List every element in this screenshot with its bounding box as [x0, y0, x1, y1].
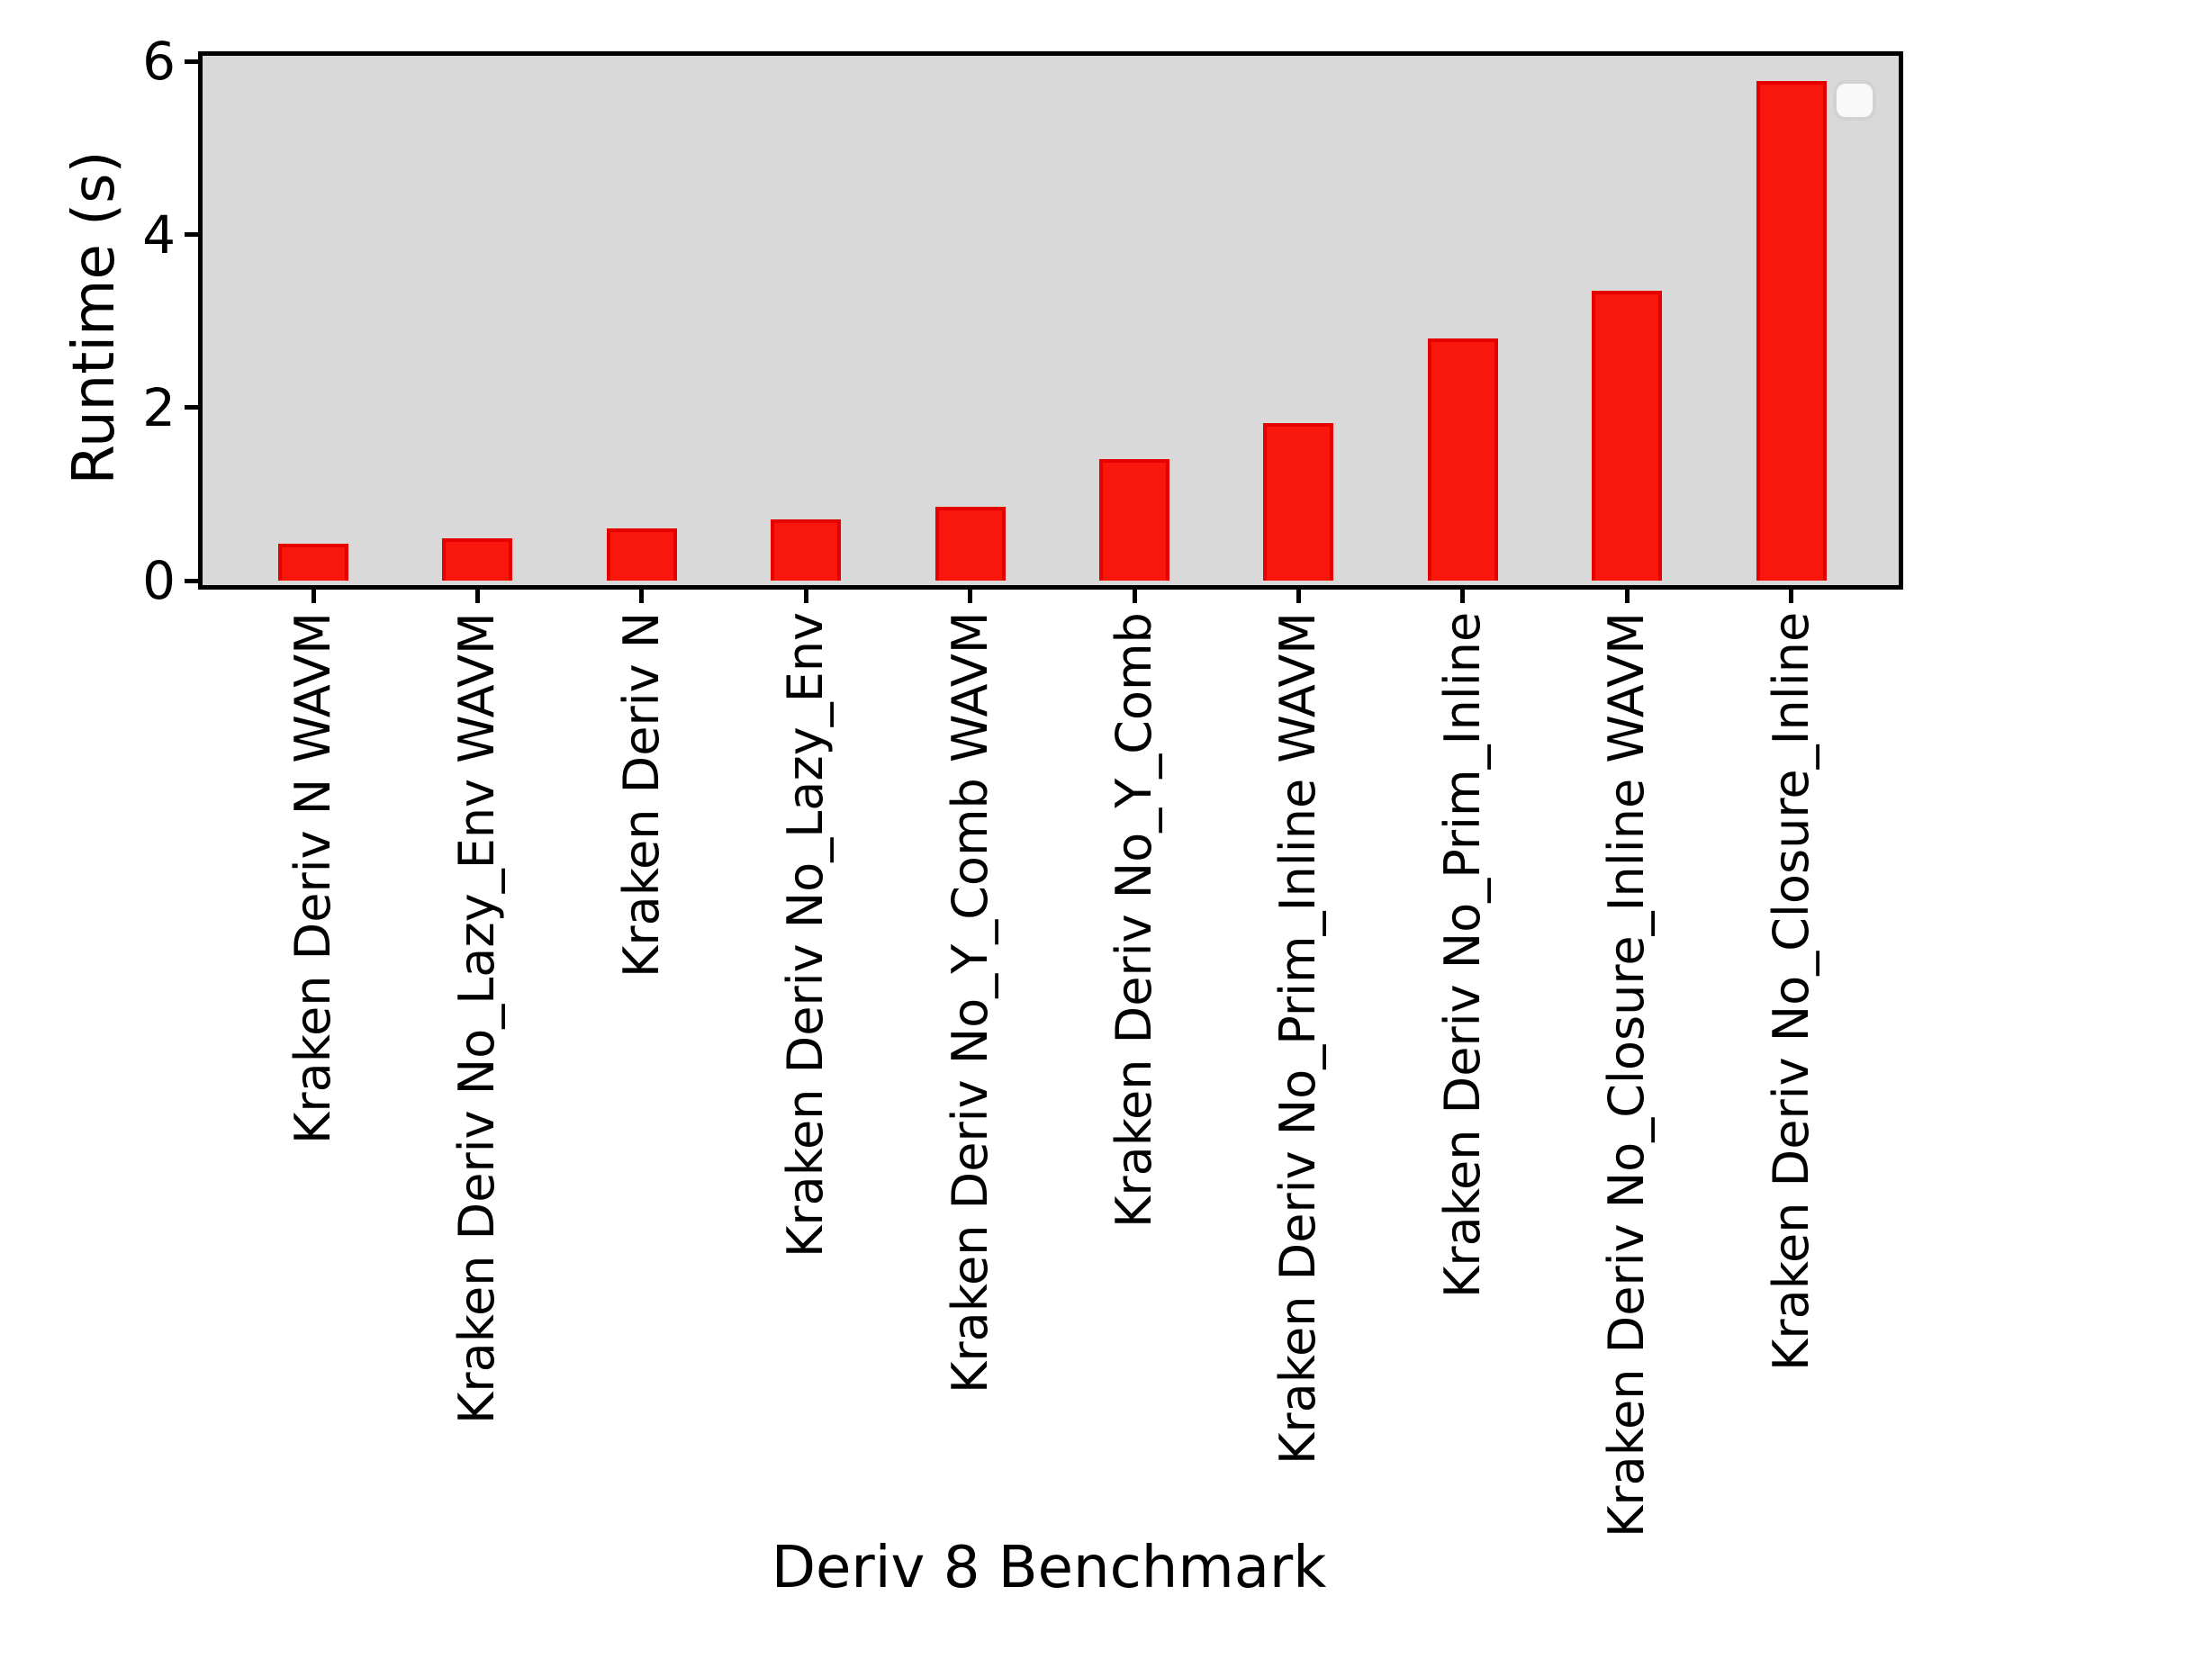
y-tick-label: 0: [142, 550, 176, 611]
x-tick-mark: [1624, 585, 1630, 603]
y-tick-mark: [185, 59, 203, 64]
x-tick-mark: [1296, 585, 1301, 603]
x-tick-label: Kraken Deriv No_Lazy_Env WAVM: [448, 612, 506, 1424]
bar: [771, 519, 842, 581]
x-axis-title: Deriv 8 Benchmark: [771, 1535, 1327, 1601]
x-tick-mark: [1789, 585, 1794, 603]
x-tick-label: Kraken Deriv No_Y_Comb: [1106, 612, 1162, 1228]
x-tick-label: Kraken Deriv N WAVM: [284, 612, 341, 1144]
x-tick-label: Kraken Deriv No_Prim_Inline WAVM: [1269, 612, 1327, 1465]
bar: [1263, 423, 1334, 581]
x-tick-label: Kraken Deriv No_Y_Comb WAVM: [941, 612, 998, 1394]
x-tick-mark: [474, 585, 480, 603]
bar: [1592, 291, 1663, 581]
x-tick-label: Kraken Deriv No_Closure_Inline: [1762, 612, 1819, 1372]
x-tick-label: Kraken Deriv No_Lazy_Env: [777, 612, 835, 1258]
x-tick-mark: [1460, 585, 1466, 603]
y-tick-label: 4: [142, 203, 176, 266]
y-tick-label: 2: [142, 376, 176, 438]
bar: [278, 544, 348, 581]
bar: [1756, 81, 1827, 581]
x-tick-mark: [803, 585, 808, 603]
bar: [1427, 338, 1498, 581]
x-tick-mark: [639, 585, 645, 603]
x-tick-label: Kraken Deriv No_Prim_Inline: [1433, 612, 1491, 1299]
x-tick-mark: [311, 585, 316, 603]
x-tick-mark: [968, 585, 973, 603]
y-tick-mark: [185, 232, 203, 238]
x-tick-mark: [1132, 585, 1137, 603]
legend-box: [1833, 80, 1876, 121]
y-tick-mark: [185, 405, 203, 410]
y-tick-mark: [185, 578, 203, 583]
bar: [606, 528, 677, 581]
x-tick-label: Kraken Deriv N: [612, 612, 670, 978]
plot-inner: [203, 56, 1899, 581]
bar: [934, 507, 1006, 581]
bar: [1099, 459, 1169, 581]
x-tick-label: Kraken Deriv No_Closure_Inline WAVM: [1598, 612, 1656, 1537]
bar: [442, 538, 513, 581]
y-axis-title: Runtime (s): [61, 150, 128, 485]
y-tick-label: 6: [142, 31, 176, 93]
